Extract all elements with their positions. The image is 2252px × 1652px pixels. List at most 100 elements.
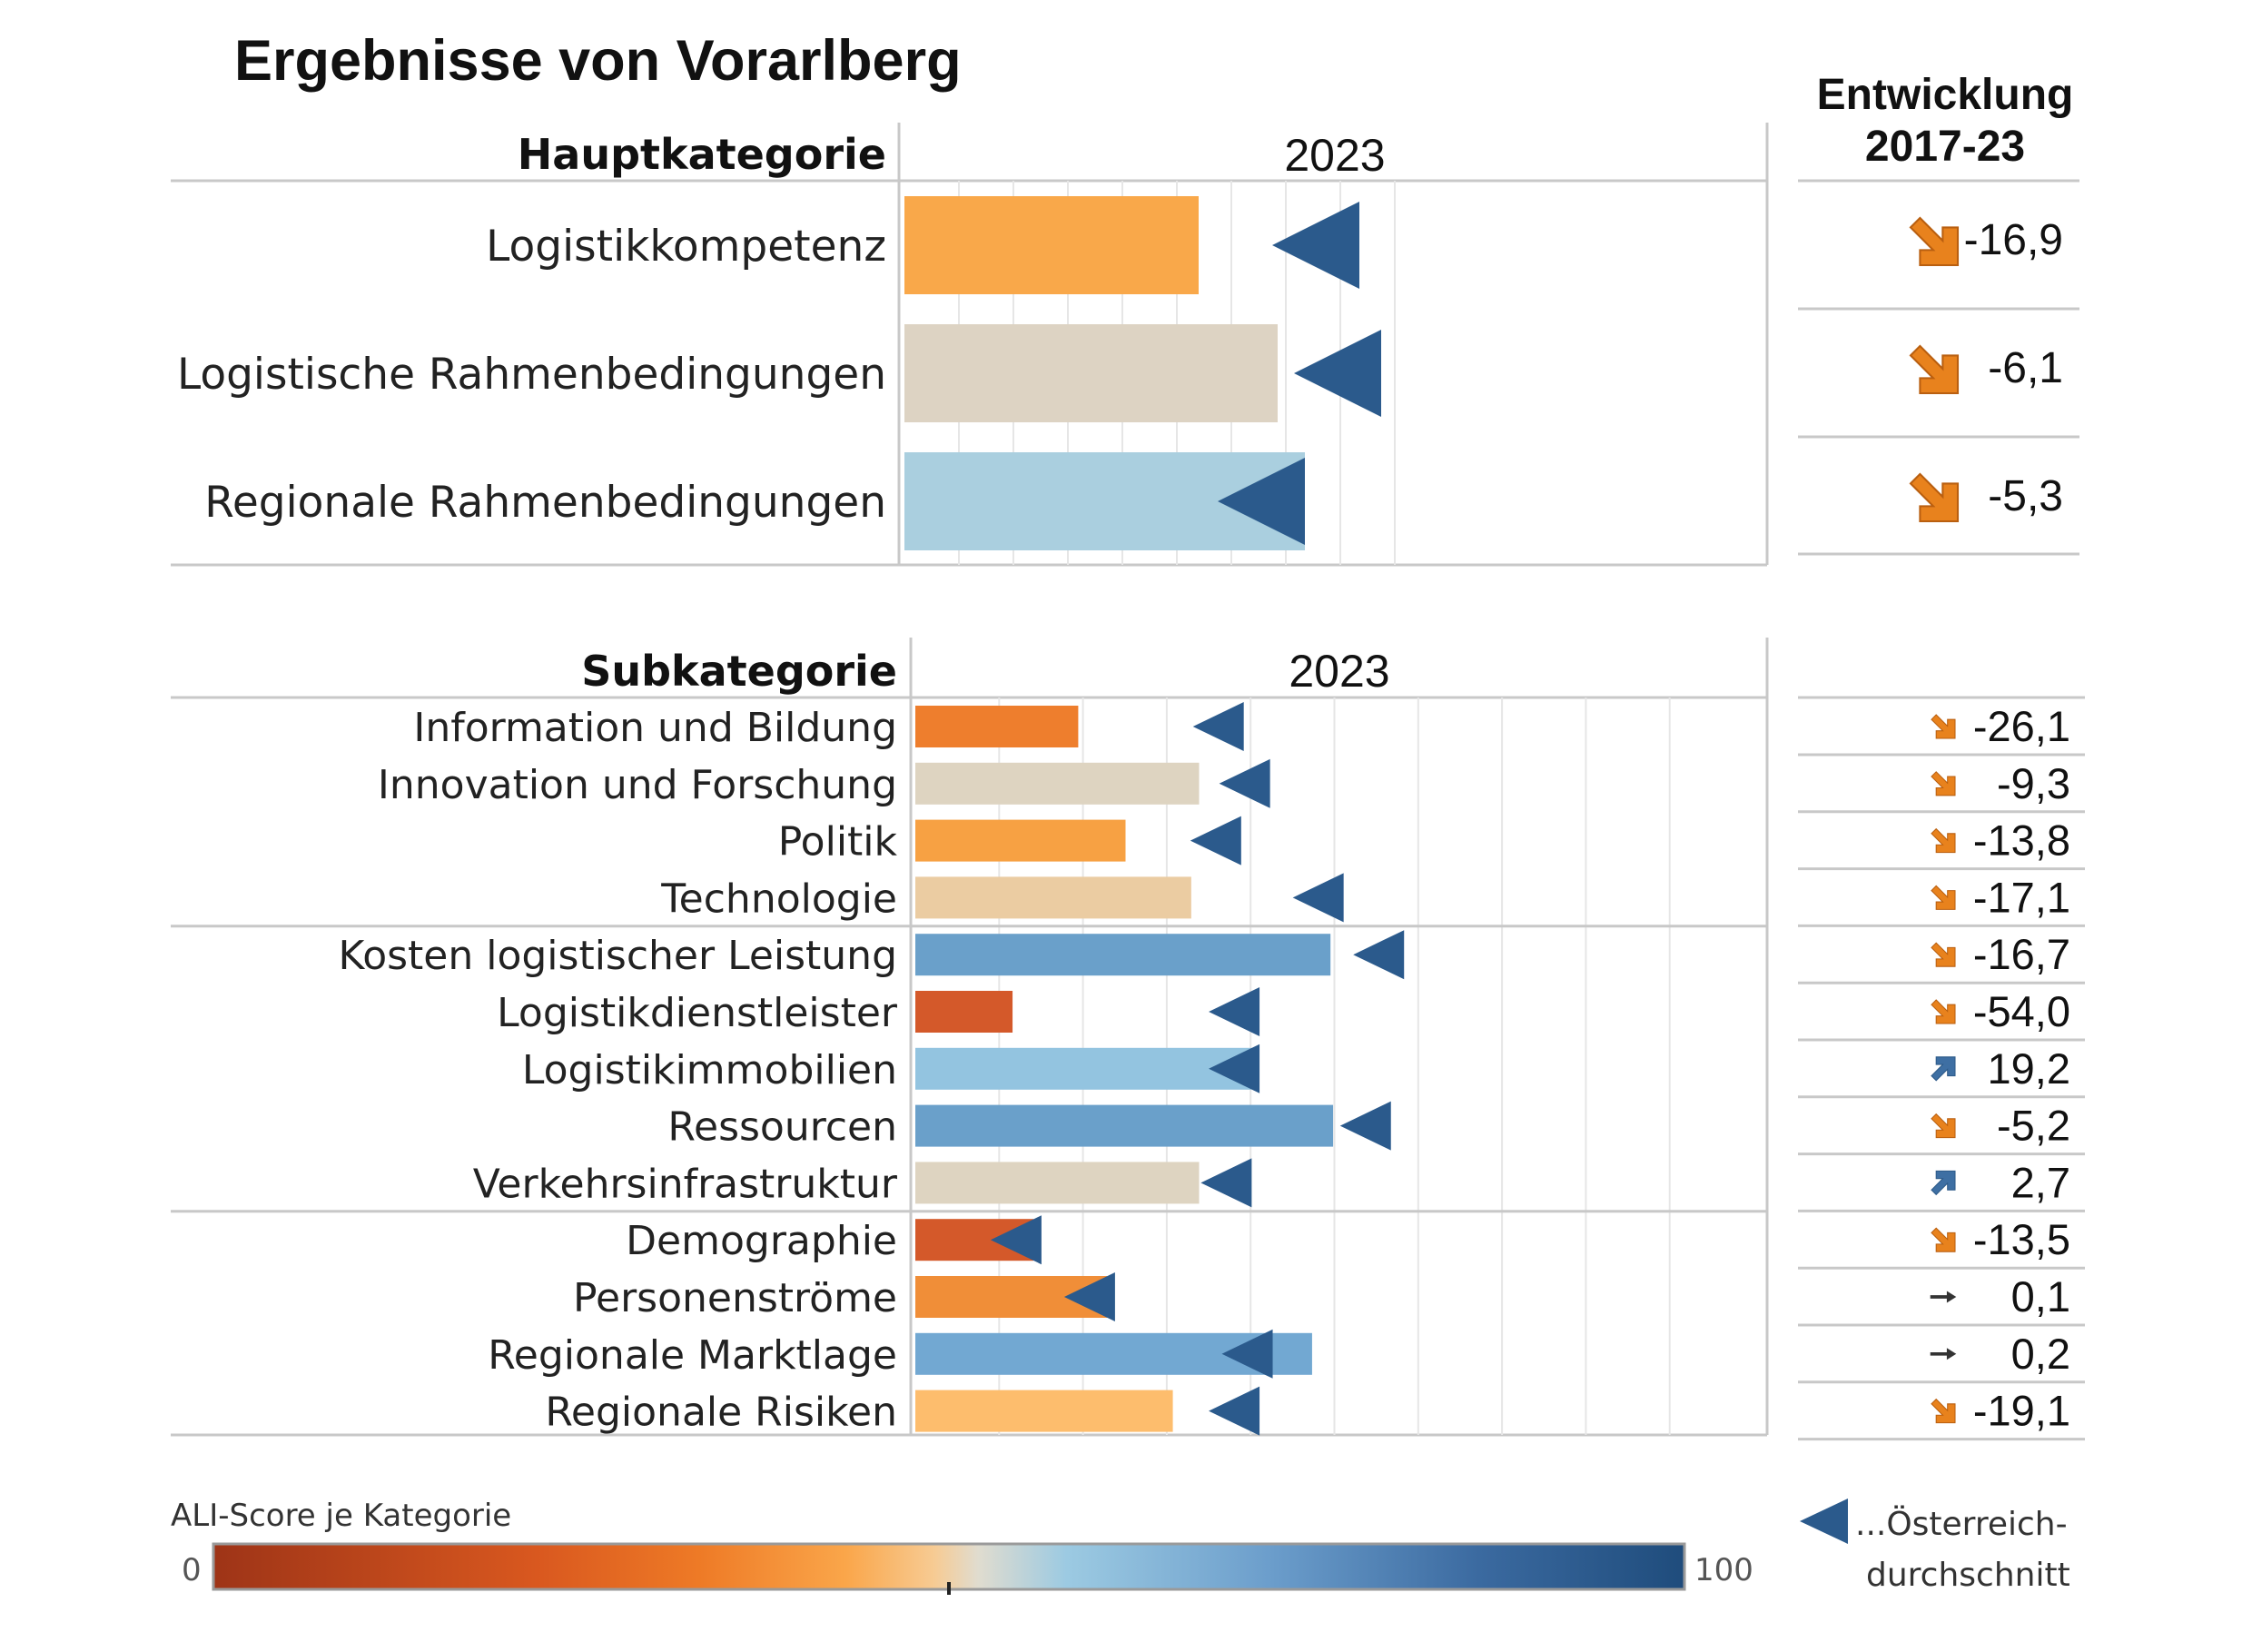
trend-arrow-icon (1931, 827, 1956, 854)
entwicklung-header-line2: 2017-23 (1865, 123, 2025, 171)
sub-bar (915, 1104, 1334, 1147)
sub-entwicklung-value: -16,7 (1973, 930, 2070, 978)
oesterreich-average-marker (1219, 758, 1270, 808)
sub-entwicklung-value: -9,3 (1997, 759, 2070, 807)
trend-arrow-icon (1931, 714, 1956, 739)
trend-arrow-icon (1931, 1170, 1956, 1196)
sub-row: Politik -13,8 (778, 816, 2085, 871)
trend-arrow-icon (1930, 1348, 1957, 1360)
sub-row: Information und Bildung -26,1 (413, 702, 2085, 757)
main-row: Logistikkompetenz -16,9 (486, 196, 2079, 311)
sub-category-label: Demographie (626, 1218, 897, 1264)
sub-entwicklung-value: -17,1 (1973, 873, 2070, 921)
sub-entwicklung-value: -54,0 (1973, 987, 2070, 1035)
legend-average-label-line2: durchschnitt (1866, 1557, 2070, 1594)
chart-title: Ergebnisse von Vorarlberg (234, 29, 962, 93)
main-bar (904, 324, 1278, 422)
oesterreich-average-marker (1272, 202, 1359, 289)
sub-category-label: Innovation und Forschung (378, 762, 897, 808)
sub-bar (915, 876, 1191, 919)
sub-row: Personenströme 0,1 (573, 1272, 2085, 1327)
trend-arrow-icon (1931, 885, 1956, 910)
sub-bar (915, 706, 1079, 747)
sub-row: Demographie -13,5 (626, 1215, 2085, 1270)
trend-arrow-icon (1931, 942, 1956, 967)
sub-bar (915, 1162, 1200, 1204)
sub-category-label: Personenströme (573, 1275, 897, 1321)
sub-category-label: Regionale Marktlage (488, 1332, 897, 1379)
sub-category-label: Logistikimmobilien (522, 1047, 897, 1093)
trend-arrow-icon (1931, 1227, 1956, 1252)
sub-entwicklung-value: -13,5 (1973, 1215, 2070, 1263)
sub-bar (915, 934, 1331, 976)
trend-arrow-icon (1931, 1398, 1956, 1424)
sub-category-label: Logistikdienstleister (497, 990, 898, 1036)
sub-bar (915, 1047, 1252, 1090)
legend-average-marker-icon (1800, 1499, 1848, 1544)
main-entwicklung-value: -5,3 (1988, 472, 2063, 520)
sub-row: Regionale Marktlage 0,2 (488, 1329, 2085, 1384)
oesterreich-average-marker (1209, 1386, 1260, 1436)
trend-arrow-icon (1931, 1113, 1956, 1139)
oesterreich-average-marker (1209, 987, 1260, 1036)
sub-category-label: Regionale Risiken (545, 1390, 897, 1436)
sub-row: Logistikimmobilien 19,2 (522, 1044, 2085, 1099)
sub-entwicklung-value: 19,2 (1988, 1044, 2070, 1093)
main-category-label: Regionale Rahmenbedingungen (204, 478, 886, 528)
oesterreich-average-marker (1353, 930, 1405, 980)
sub-row: Ressourcen -5,2 (667, 1101, 2085, 1156)
oesterreich-average-marker (990, 1215, 1042, 1265)
sub-entwicklung-value: -5,2 (1997, 1102, 2070, 1150)
sub-row: Regionale Risiken -19,1 (545, 1386, 2085, 1441)
main-entwicklung-value: -16,9 (1964, 216, 2063, 264)
legend-min-label: 0 (182, 1552, 202, 1588)
oesterreich-average-marker (1209, 1044, 1260, 1093)
trend-arrow-icon (1909, 344, 1960, 395)
sub-entwicklung-value: 0,1 (2011, 1272, 2070, 1321)
trend-arrow-icon (1931, 771, 1956, 796)
main-bar (904, 196, 1199, 294)
sub-year-header: 2023 (1289, 646, 1389, 697)
sub-entwicklung-value: -19,1 (1973, 1387, 2070, 1435)
oesterreich-average-marker (1292, 873, 1344, 923)
hauptkategorie-header: Hauptkategorie (518, 130, 886, 179)
main-entwicklung-value: -6,1 (1988, 344, 2063, 392)
entwicklung-header-line1: Entwicklung (1817, 71, 2074, 119)
trend-arrow-icon (1909, 472, 1960, 523)
subkategorie-header: Subkategorie (581, 647, 897, 696)
panel-frames (171, 123, 1769, 1437)
sub-entwicklung-value: -26,1 (1973, 702, 2070, 750)
sub-category-label: Verkehrsinfrastruktur (473, 1161, 898, 1207)
sub-bar (915, 1390, 1173, 1432)
legend-title: ALI-Score je Kategorie (171, 1498, 511, 1534)
sub-category-label: Politik (778, 819, 898, 866)
legend-average-label-line1: ...Österreich- (1855, 1505, 2068, 1543)
oesterreich-average-marker (1221, 1329, 1273, 1379)
oesterreich-average-marker (1192, 702, 1244, 751)
sub-row: Logistikdienstleister -54,0 (497, 987, 2085, 1042)
trend-arrow-icon (1931, 1056, 1956, 1082)
sub-bar (915, 762, 1200, 805)
sub-category-label: Information und Bildung (413, 705, 897, 751)
sub-row: Verkehrsinfrastruktur 2,7 (473, 1158, 2085, 1212)
subkategorie-rows: Information und Bildung -26,1 Innovation u… (171, 696, 2085, 1441)
sub-row: Innovation und Forschung -9,3 (378, 758, 2085, 814)
sub-bar (915, 991, 1013, 1033)
trend-arrow-icon (1930, 1291, 1957, 1303)
oesterreich-average-marker (1294, 330, 1381, 417)
sub-row: Kosten logistischer Leistung -16,7 (339, 930, 2085, 984)
main-category-label: Logistikkompetenz (486, 222, 886, 272)
oesterreich-average-marker (1190, 816, 1241, 866)
oesterreich-average-marker (1200, 1158, 1252, 1208)
sub-category-label: Kosten logistischer Leistung (339, 933, 897, 979)
sub-entwicklung-value: 0,2 (2011, 1330, 2070, 1378)
oesterreich-average-marker (1218, 458, 1305, 545)
sub-category-label: Technologie (660, 875, 897, 922)
oesterreich-average-marker (1063, 1272, 1115, 1321)
trend-arrow-icon (1909, 216, 1960, 267)
sub-category-label: Ressourcen (667, 1104, 897, 1151)
main-category-label: Logistische Rahmenbedingungen (177, 350, 886, 400)
sub-row: Technologie -17,1 (660, 873, 2085, 927)
hauptkategorie-rows: Logistikkompetenz -16,9 Logistische Rahmen… (177, 179, 2079, 556)
